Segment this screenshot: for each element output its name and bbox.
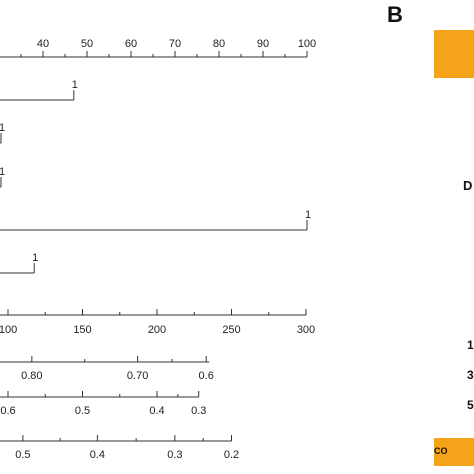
- panel-b-row-label: 3: [467, 368, 474, 382]
- panel-b-header-banner: [434, 30, 474, 78]
- points-axis-tick-label: 60: [125, 38, 137, 50]
- predictor-level-label: 1: [305, 209, 311, 221]
- points-axis-tick-label: 80: [213, 38, 225, 50]
- panel-b-row-label: D: [463, 178, 473, 193]
- total-points-tick-label: 150: [73, 324, 91, 336]
- panel-b-footer-banner: CO: [434, 438, 474, 466]
- panel-b-row-label: 5: [467, 398, 474, 412]
- panel-b-footer-text: CO: [434, 446, 448, 456]
- panel-b-table: D 1 3 5 CO: [434, 30, 474, 470]
- predictor-level-label: 1: [0, 166, 5, 178]
- probability-tick-label: 0.6: [199, 370, 214, 382]
- points-axis-tick-label: 100: [298, 38, 316, 50]
- probability-tick-label: 0.2: [224, 449, 239, 461]
- probability-tick-label: 0.4: [90, 449, 105, 461]
- probability-tick-label: 0.5: [15, 449, 30, 461]
- points-axis-tick-label: 70: [169, 38, 181, 50]
- total-points-tick-label: 200: [148, 324, 166, 336]
- predictor-level-label: 1: [72, 79, 78, 91]
- total-points-tick-label: 300: [297, 324, 315, 336]
- probability-tick-label: 0.5: [75, 405, 90, 417]
- probability-tick-label: 0.70: [127, 370, 148, 382]
- predictor-level-label: 1: [32, 252, 38, 264]
- probability-tick-label: 0.4: [149, 405, 164, 417]
- predictor-level-label: 1: [0, 122, 5, 134]
- points-axis-tick-label: 90: [257, 38, 269, 50]
- points-axis-tick-label: 40: [37, 38, 49, 50]
- panel-b-row-label: 1: [467, 338, 474, 352]
- probability-tick-label: 0.3: [167, 449, 182, 461]
- panel-b-label: B: [387, 2, 403, 27]
- points-axis-tick-label: 50: [81, 38, 93, 50]
- total-points-tick-label: 250: [222, 324, 240, 336]
- probability-tick-label: 0.80: [21, 370, 42, 382]
- probability-tick-label: 0.3: [191, 405, 206, 417]
- total-points-tick-label: 100: [0, 324, 17, 336]
- probability-tick-label: 0.6: [0, 405, 15, 417]
